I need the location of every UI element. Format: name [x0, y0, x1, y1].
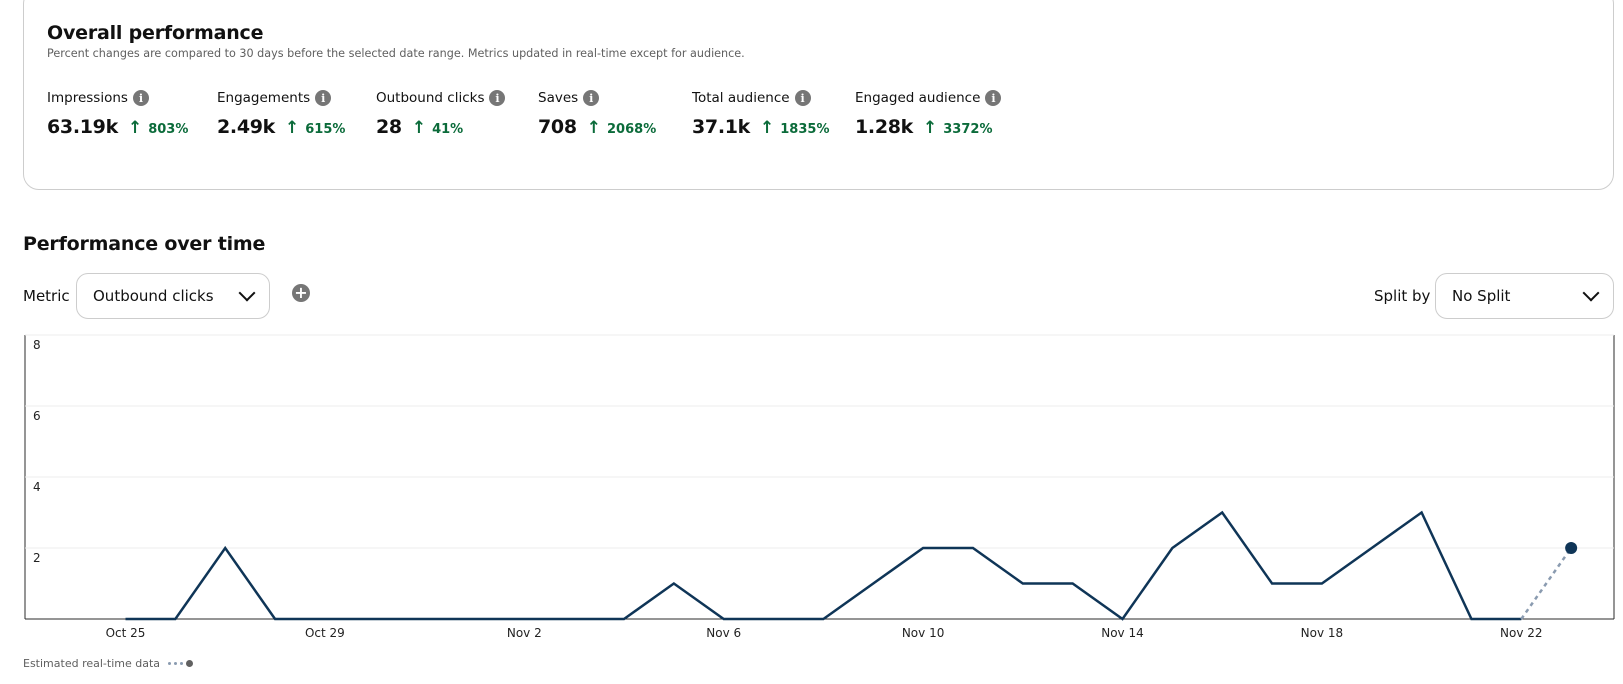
metric-label: Engagements: [217, 90, 311, 106]
info-icon[interactable]: i: [315, 90, 332, 106]
metric-engaged-audience: Engaged audience i 1.28k ↑ 3372%: [855, 88, 1002, 138]
metric-change: ↑ 3372%: [923, 118, 993, 138]
metric-engagements: Engagements i 2.49k ↑ 615%: [217, 88, 345, 138]
metric-change: ↑ 41%: [411, 118, 464, 138]
legend-label: Estimated real-time data: [23, 657, 161, 670]
arrow-up-icon: ↑: [760, 118, 775, 138]
metric-value: 708: [538, 116, 577, 138]
arrow-up-icon: ↑: [923, 118, 938, 138]
x-tick-label: Nov 6: [706, 626, 741, 640]
overall-performance-title: Overall performance: [47, 22, 264, 44]
metric-label: Impressions: [47, 90, 128, 106]
chart-legend: Estimated real-time data: [23, 657, 194, 670]
split-select-label: Split by: [1374, 287, 1431, 305]
chevron-down-icon: [238, 284, 256, 302]
metric-saves: Saves i 708 ↑ 2068%: [538, 88, 656, 138]
x-tick-label: Nov 18: [1301, 626, 1344, 640]
metric-label: Engaged audience: [855, 90, 981, 106]
split-select[interactable]: No Split: [1435, 273, 1614, 319]
x-tick-label: Oct 25: [106, 626, 146, 640]
x-tick-label: Oct 29: [305, 626, 345, 640]
metric-change: ↑ 1835%: [760, 118, 830, 138]
metric-label: Saves: [538, 90, 579, 106]
chevron-down-icon: [1582, 284, 1600, 302]
overall-performance-subtitle: Percent changes are compared to 30 days …: [47, 47, 745, 60]
metric-value: 28: [376, 116, 402, 138]
x-tick-label: Nov 10: [902, 626, 945, 640]
arrow-up-icon: ↑: [127, 118, 143, 138]
plus-circle-icon[interactable]: +: [292, 284, 310, 302]
info-icon[interactable]: i: [489, 90, 506, 106]
metric-label: Outbound clicks: [376, 90, 485, 106]
metric-value: 63.19k: [47, 116, 118, 138]
estimated-line-icon: [168, 660, 194, 667]
info-icon[interactable]: i: [583, 90, 600, 106]
metric-select[interactable]: Outbound clicks: [76, 273, 270, 319]
info-icon[interactable]: i: [132, 90, 149, 106]
arrow-up-icon: ↑: [285, 118, 300, 138]
info-icon[interactable]: i: [794, 90, 811, 106]
metric-value: 2.49k: [217, 116, 276, 138]
x-tick-label: Nov 22: [1500, 626, 1543, 640]
metric-label: Total audience: [692, 90, 790, 106]
metric-change: ↑ 803%: [127, 118, 189, 138]
estimated-series-line: [1520, 547, 1573, 620]
y-tick-label: 2: [33, 551, 41, 565]
arrow-up-icon: ↑: [411, 118, 427, 138]
metric-change: ↑ 615%: [285, 118, 346, 138]
outbound-clicks-series-line: [125, 510, 1522, 621]
info-icon[interactable]: i: [985, 90, 1002, 106]
performance-over-time-title: Performance over time: [23, 233, 266, 255]
y-tick-label: 4: [33, 480, 41, 494]
latest-data-point: [1565, 542, 1578, 554]
metric-value: 37.1k: [692, 116, 751, 138]
metric-select-label: Metric: [23, 287, 70, 305]
overall-performance-card: [23, 0, 1614, 190]
metric-value: 1.28k: [855, 116, 914, 138]
metric-outbound-clicks: Outbound clicks i 28 ↑ 41%: [376, 88, 506, 138]
metric-impressions: Impressions i 63.19k ↑ 803%: [47, 88, 188, 138]
y-tick-label: 8: [33, 338, 41, 352]
metric-select-value: Outbound clicks: [93, 287, 214, 305]
arrow-up-icon: ↑: [586, 118, 602, 138]
x-tick-label: Nov 14: [1101, 626, 1144, 640]
split-select-value: No Split: [1452, 287, 1511, 305]
x-tick-label: Nov 2: [507, 626, 542, 640]
metric-total-audience: Total audience i 37.1k ↑ 1835%: [692, 88, 829, 138]
y-tick-label: 6: [33, 409, 41, 423]
metric-change: ↑ 2068%: [586, 118, 657, 138]
outbound-clicks-line-chart: 2 4 6 8 Oct 25 Oct 29 Nov 2 Nov 6 Nov 10 Nov 14 No…: [24, 334, 1615, 640]
